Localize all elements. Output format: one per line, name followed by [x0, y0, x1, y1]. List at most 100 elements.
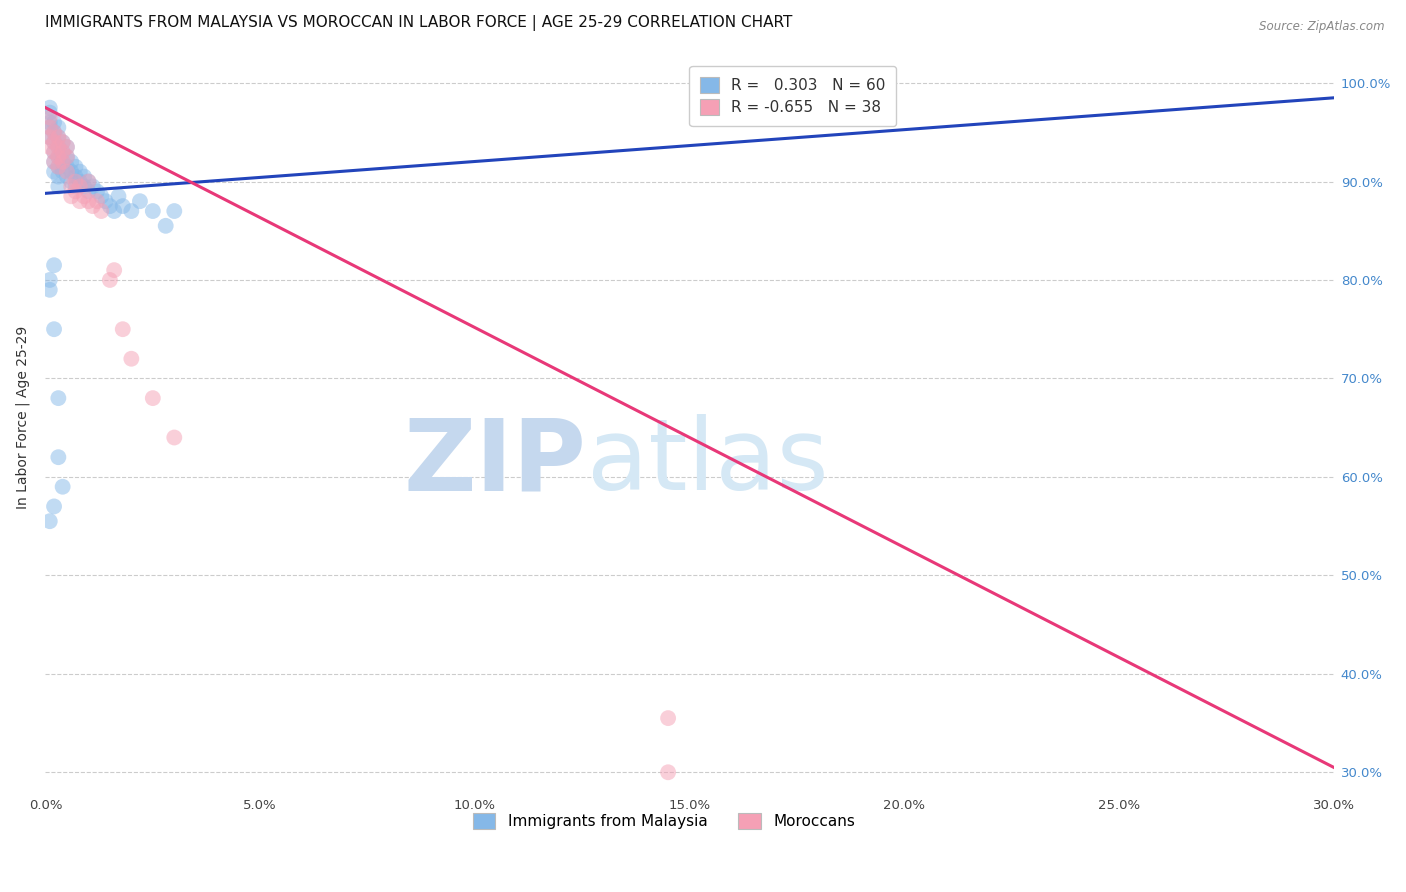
- Point: [60, 179, 83, 194]
- Point: [120, 204, 142, 219]
- Point: [56, 140, 79, 154]
- Point: [65, 174, 87, 188]
- Point: [48, 130, 70, 145]
- Point: [52, 145, 75, 159]
- Point: [48, 169, 70, 184]
- Point: [69, 194, 91, 209]
- Point: [69, 174, 91, 188]
- Point: [86, 185, 108, 199]
- Point: [42, 500, 65, 514]
- Point: [42, 154, 65, 169]
- Point: [98, 199, 121, 213]
- Point: [90, 189, 112, 203]
- Point: [48, 140, 70, 154]
- Point: [52, 480, 75, 494]
- Point: [56, 150, 79, 164]
- Point: [163, 430, 186, 444]
- Point: [90, 204, 112, 219]
- Point: [111, 322, 134, 336]
- Point: [42, 322, 65, 336]
- Point: [129, 194, 152, 209]
- Point: [65, 185, 87, 199]
- Point: [52, 145, 75, 159]
- Point: [86, 194, 108, 209]
- Point: [142, 204, 165, 219]
- Point: [56, 160, 79, 174]
- Text: IMMIGRANTS FROM MALAYSIA VS MOROCCAN IN LABOR FORCE | AGE 25-29 CORRELATION CHAR: IMMIGRANTS FROM MALAYSIA VS MOROCCAN IN …: [45, 15, 793, 31]
- Point: [42, 258, 65, 272]
- Point: [38, 111, 60, 125]
- Text: atlas: atlas: [586, 414, 828, 511]
- Point: [38, 514, 60, 528]
- Point: [65, 169, 87, 184]
- Point: [56, 164, 79, 178]
- Point: [48, 450, 70, 465]
- Point: [52, 164, 75, 178]
- Point: [52, 135, 75, 149]
- Point: [103, 204, 125, 219]
- Point: [120, 351, 142, 366]
- Point: [60, 154, 83, 169]
- Point: [65, 179, 87, 194]
- Point: [60, 174, 83, 188]
- Point: [38, 105, 60, 120]
- Point: [77, 174, 100, 188]
- Legend: Immigrants from Malaysia, Moroccans: Immigrants from Malaysia, Moroccans: [465, 805, 863, 837]
- Point: [42, 145, 65, 159]
- Point: [142, 391, 165, 405]
- Point: [60, 164, 83, 178]
- Point: [98, 273, 121, 287]
- Point: [38, 130, 60, 145]
- Point: [38, 115, 60, 129]
- Point: [52, 135, 75, 149]
- Point: [42, 125, 65, 139]
- Point: [56, 169, 79, 184]
- Point: [48, 160, 70, 174]
- Point: [38, 283, 60, 297]
- Point: [42, 164, 65, 178]
- Point: [42, 135, 65, 149]
- Point: [69, 164, 91, 178]
- Point: [48, 120, 70, 135]
- Point: [38, 120, 60, 135]
- Point: [73, 179, 96, 194]
- Point: [69, 179, 91, 194]
- Point: [82, 179, 104, 194]
- Y-axis label: In Labor Force | Age 25-29: In Labor Force | Age 25-29: [15, 326, 30, 509]
- Point: [103, 263, 125, 277]
- Point: [77, 194, 100, 209]
- Point: [48, 140, 70, 154]
- Point: [60, 189, 83, 203]
- Point: [163, 204, 186, 219]
- Point: [111, 199, 134, 213]
- Point: [38, 130, 60, 145]
- Point: [52, 154, 75, 169]
- Point: [657, 711, 679, 725]
- Text: Source: ZipAtlas.com: Source: ZipAtlas.com: [1260, 20, 1385, 33]
- Point: [155, 219, 177, 233]
- Point: [48, 391, 70, 405]
- Point: [56, 140, 79, 154]
- Point: [38, 120, 60, 135]
- Point: [73, 189, 96, 203]
- Point: [48, 130, 70, 145]
- Point: [48, 179, 70, 194]
- Point: [56, 150, 79, 164]
- Point: [107, 189, 129, 203]
- Point: [73, 169, 96, 184]
- Point: [48, 160, 70, 174]
- Point: [82, 199, 104, 213]
- Point: [42, 135, 65, 149]
- Point: [94, 194, 117, 209]
- Point: [77, 174, 100, 188]
- Point: [42, 145, 65, 159]
- Point: [38, 101, 60, 115]
- Point: [38, 140, 60, 154]
- Point: [657, 765, 679, 780]
- Point: [65, 160, 87, 174]
- Point: [52, 154, 75, 169]
- Point: [42, 115, 65, 129]
- Text: ZIP: ZIP: [404, 414, 586, 511]
- Point: [42, 154, 65, 169]
- Point: [42, 125, 65, 139]
